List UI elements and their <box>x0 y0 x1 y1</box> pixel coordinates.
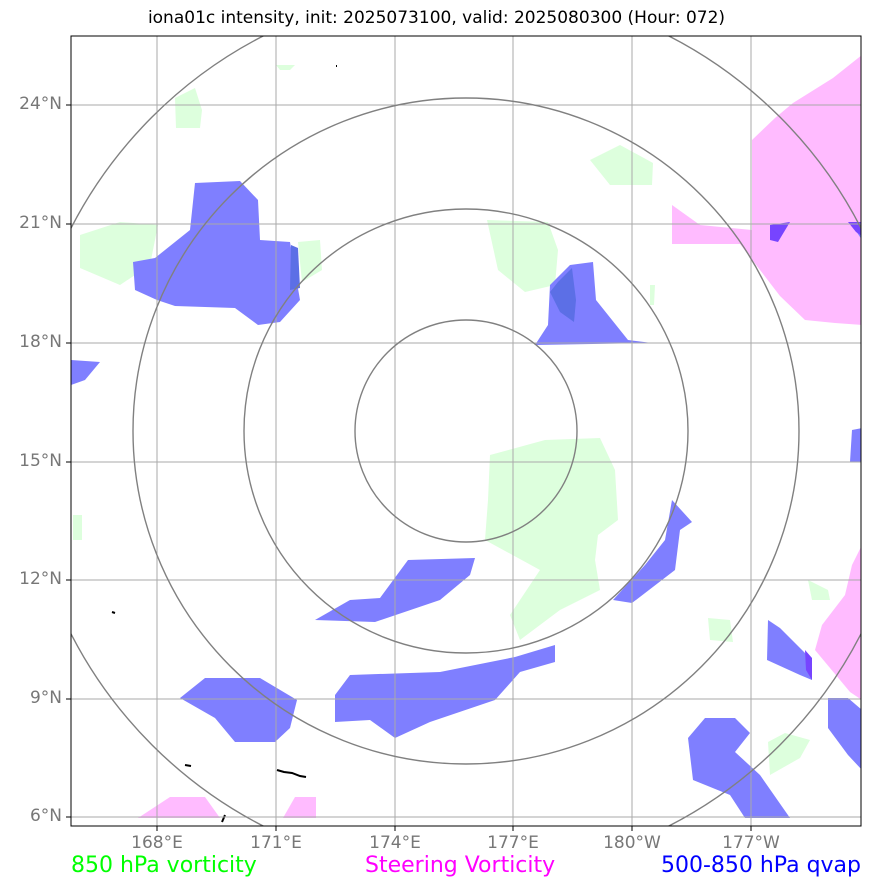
vorticity-region <box>590 145 653 185</box>
overlap-region <box>550 268 576 322</box>
vorticity-850-regions <box>73 65 830 775</box>
legend-steering-vorticity: Steering Vorticity <box>365 853 556 878</box>
qvap-region <box>767 620 812 680</box>
qvap-regions <box>71 181 861 818</box>
vorticity-region <box>768 733 810 775</box>
qvap-region <box>613 500 692 603</box>
overlap-region <box>770 222 790 242</box>
lon-label: 171°E <box>250 833 302 853</box>
qvap-region <box>828 698 861 769</box>
coastline <box>111 65 337 823</box>
lon-label: 168°E <box>131 833 183 853</box>
overlap-patches <box>290 245 576 322</box>
qvap-region <box>71 360 100 385</box>
steering-region <box>283 797 316 818</box>
qvap-region <box>133 181 300 325</box>
lat-label: 12°N <box>19 569 62 589</box>
lat-label: 9°N <box>29 688 62 708</box>
legend-qvap: 500-850 hPa qvap <box>660 853 861 878</box>
lat-label: 6°N <box>29 806 62 826</box>
steering-vorticity-regions <box>138 55 861 818</box>
lon-label: 174°E <box>369 833 421 853</box>
vorticity-region <box>650 285 655 305</box>
axis-ticks <box>66 104 752 831</box>
vorticity-region <box>487 220 558 292</box>
map-title: iona01c intensity, init: 2025073100, val… <box>147 8 726 28</box>
ring <box>71 36 861 826</box>
legend-850-vorticity: 850 hPa vorticity <box>71 853 257 878</box>
map-frame <box>70 35 862 827</box>
vorticity-region <box>175 88 202 128</box>
lon-label: 177°W <box>722 833 780 853</box>
lat-label: 24°N <box>19 94 62 114</box>
vorticity-region <box>485 438 618 640</box>
vorticity-region <box>808 580 830 600</box>
qvap-region <box>335 645 555 738</box>
lat-label: 18°N <box>19 332 62 352</box>
qvap-region <box>180 678 297 742</box>
steering-region <box>815 547 861 700</box>
overlap-patches-violet <box>770 222 861 680</box>
grid-lines <box>71 36 861 826</box>
distance-rings <box>71 36 861 826</box>
overlap-region <box>290 245 300 290</box>
ring <box>132 97 800 765</box>
qvap-region <box>688 718 790 818</box>
lon-label: 180°W <box>603 833 661 853</box>
vorticity-region <box>708 618 733 642</box>
steering-region <box>672 55 861 325</box>
steering-region <box>138 797 220 818</box>
overlap-region <box>848 222 861 236</box>
vorticity-region <box>276 65 295 70</box>
vorticity-region <box>73 515 82 540</box>
ring <box>243 208 689 654</box>
vorticity-region <box>298 240 322 282</box>
qvap-region <box>850 428 861 462</box>
lon-label: 177°E <box>487 833 539 853</box>
overlap-region <box>805 650 812 680</box>
lat-label: 21°N <box>19 213 62 233</box>
ring <box>354 319 578 543</box>
lat-label: 15°N <box>19 451 62 471</box>
